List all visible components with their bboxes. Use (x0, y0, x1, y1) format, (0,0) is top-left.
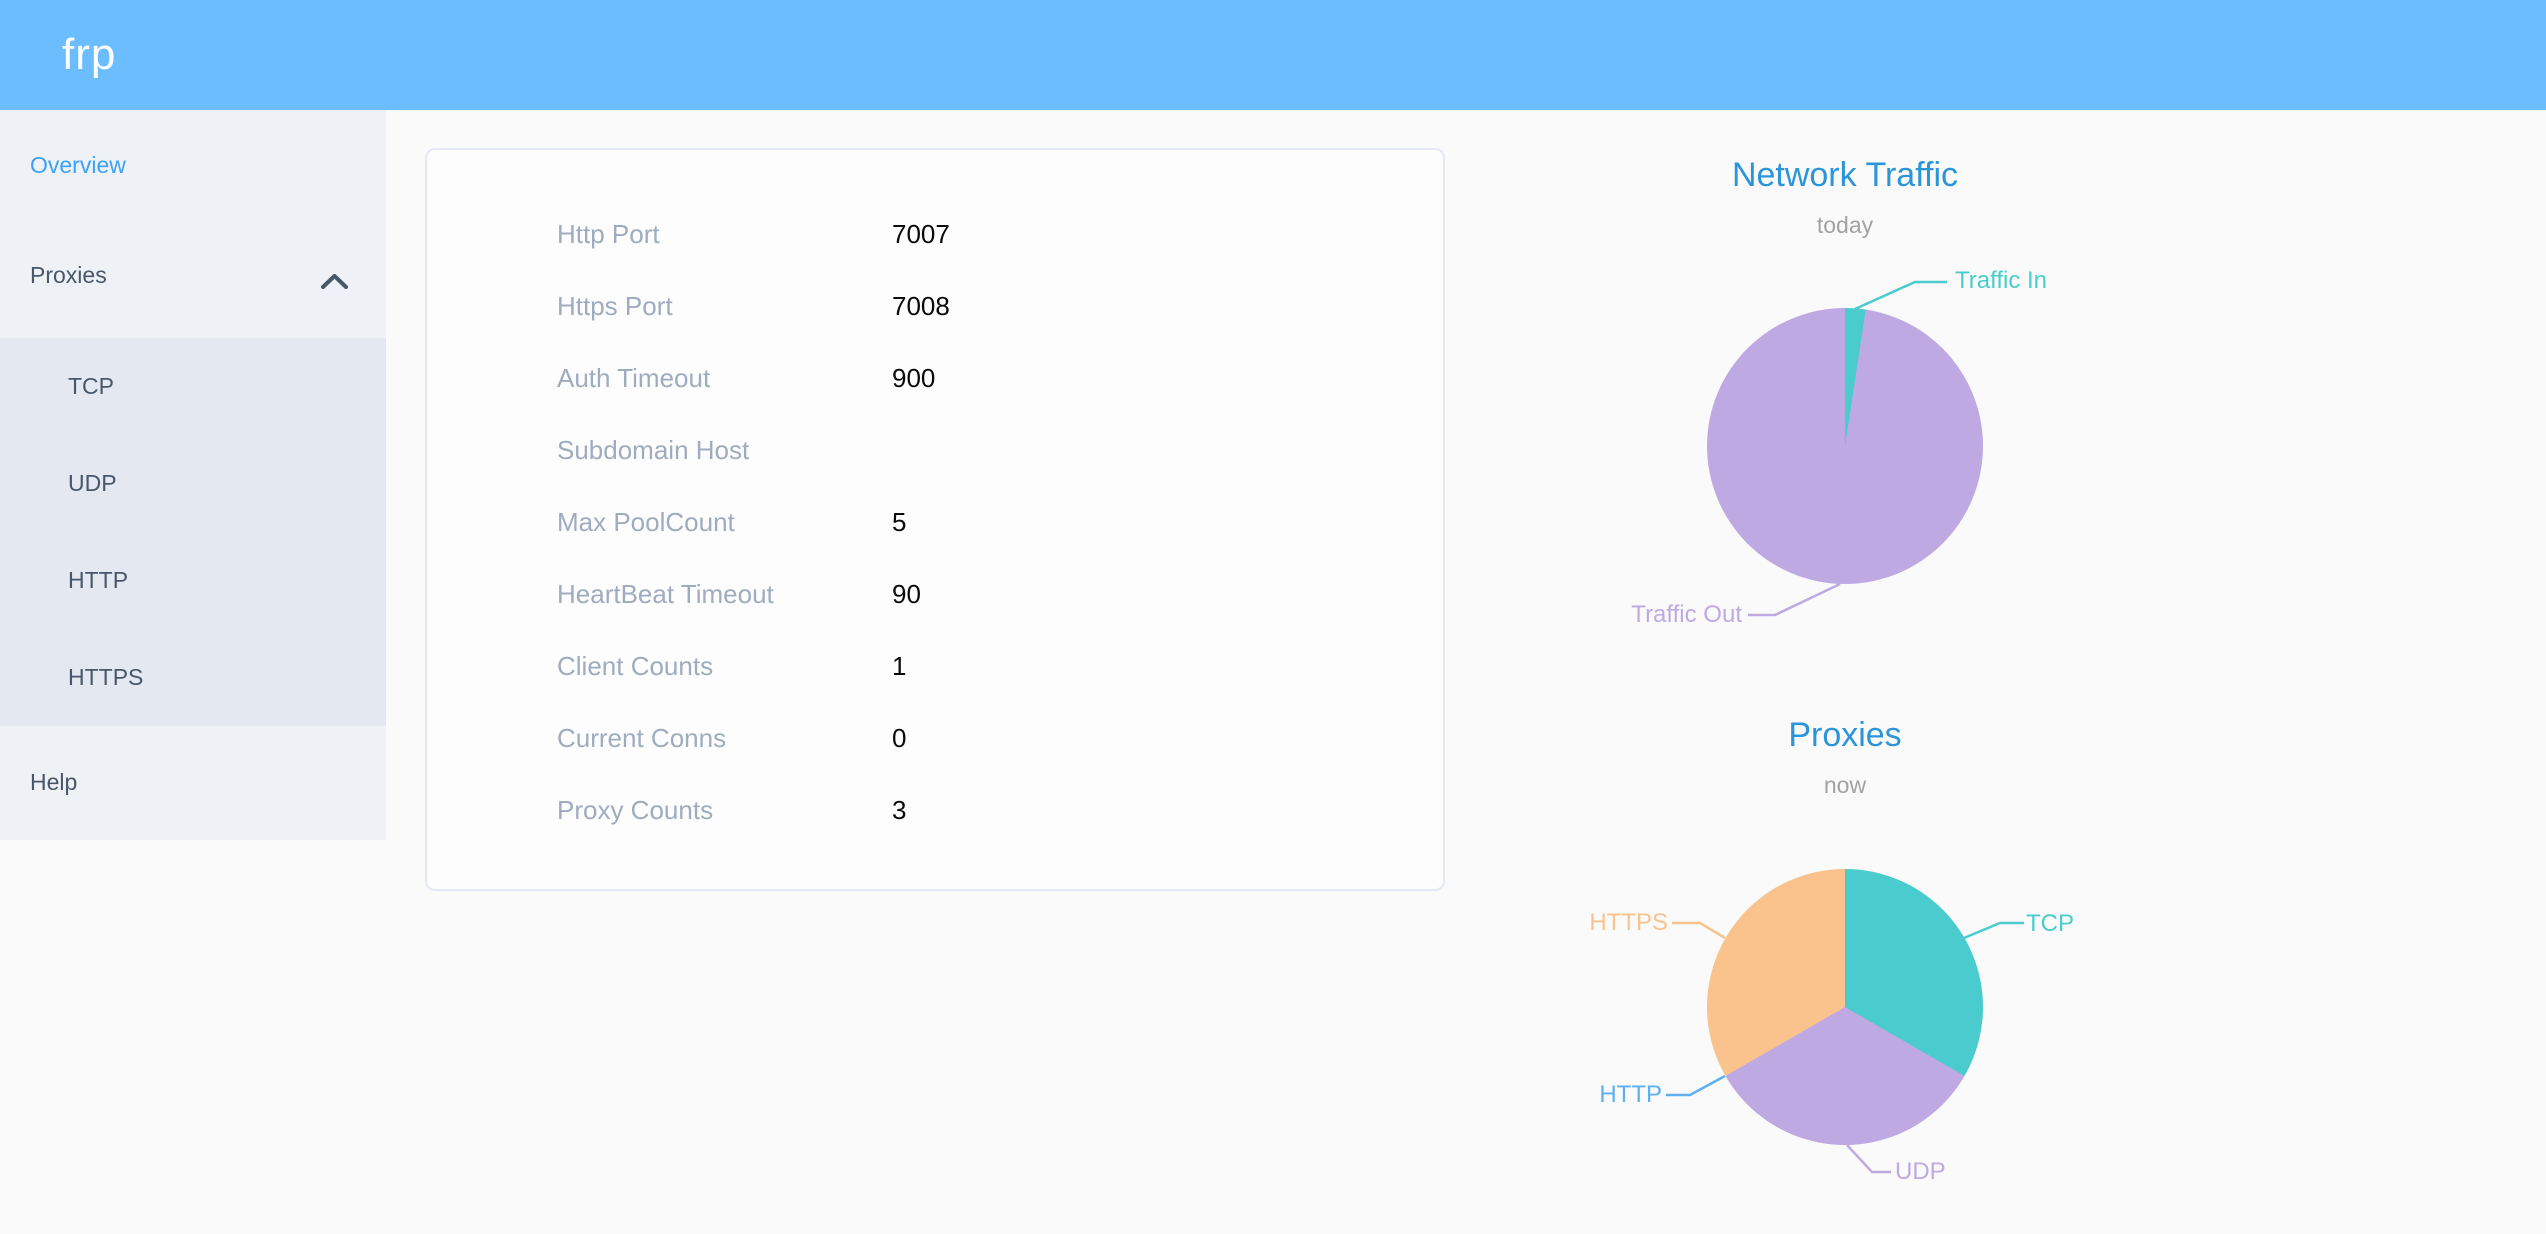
info-row-heartbeat-timeout: HeartBeat Timeout 90 (427, 558, 1443, 630)
server-info-card: Http Port 7007 Https Port 7008 Auth Time… (425, 148, 1445, 891)
chart-subtitle: now (1823, 772, 1867, 798)
sidebar-item-udp-label: UDP (68, 470, 117, 496)
info-row-subdomain-host: Subdomain Host (427, 414, 1443, 486)
network-traffic-pie[interactable] (1707, 308, 1983, 584)
sidebar-item-udp[interactable]: UDP (0, 435, 386, 532)
pie-label-tcp: TCP (2026, 910, 2074, 937)
info-label: Auth Timeout (557, 362, 711, 393)
info-row-client-counts: Client Counts 1 (427, 630, 1443, 702)
info-label: Client Counts (557, 650, 714, 681)
chart-title: Network Traffic (1731, 156, 1959, 194)
info-row-auth-timeout: Auth Timeout 900 (427, 342, 1443, 414)
sidebar-item-tcp[interactable]: TCP (0, 338, 386, 435)
sidebar-item-overview[interactable]: Overview (0, 110, 386, 220)
sidebar-item-help-label: Help (30, 768, 78, 795)
info-label: Subdomain Host (557, 434, 750, 465)
proxies-submenu: TCP UDP HTTP HTTPS (0, 338, 386, 726)
info-value: 1 (892, 650, 907, 681)
proxies-pie[interactable] (1707, 869, 1983, 1145)
sidebar-item-http-label: HTTP (68, 567, 129, 593)
info-value: 3 (892, 794, 907, 825)
pie-label-udp: UDP (1895, 1158, 1946, 1185)
info-label: Proxy Counts (557, 794, 714, 825)
chart-subtitle: today (1816, 212, 1874, 238)
chevron-up-icon (321, 268, 348, 295)
network-traffic-chart: Network Traffic today Traffic In Traffic… (1495, 140, 2195, 700)
info-label: Http Port (557, 218, 660, 249)
info-value: 0 (892, 722, 907, 753)
info-label: Current Conns (557, 722, 727, 753)
info-label: Https Port (557, 290, 673, 321)
app-logo: frp (62, 30, 117, 79)
info-value: 7008 (892, 290, 950, 321)
info-label: HeartBeat Timeout (557, 578, 774, 609)
pie-label-https: HTTPS (1589, 909, 1668, 936)
sidebar-item-proxies[interactable]: Proxies (0, 220, 386, 330)
pie-label-traffic-out: Traffic Out (1631, 601, 1742, 628)
sidebar-item-tcp-label: TCP (68, 373, 114, 399)
sidebar-item-http[interactable]: HTTP (0, 532, 386, 629)
info-value: 7007 (892, 218, 950, 249)
info-value: 5 (892, 506, 907, 537)
info-row-https-port: Https Port 7008 (427, 270, 1443, 342)
pie-label-http: HTTP (1599, 1081, 1662, 1108)
proxies-chart: Proxies now TCP UDP HTTP HTTPS (1495, 700, 2195, 1234)
info-row-http-port: Http Port 7007 (427, 198, 1443, 270)
sidebar-item-https-label: HTTPS (68, 664, 144, 690)
info-value: 900 (892, 362, 936, 393)
sidebar-item-help[interactable]: Help (0, 726, 386, 838)
info-label: Max PoolCount (557, 506, 735, 537)
sidebar: Overview Proxies TCP UDP HTTP HTTPS (0, 110, 386, 840)
info-row-max-poolcount: Max PoolCount 5 (427, 486, 1443, 558)
info-row-proxy-counts: Proxy Counts 3 (427, 774, 1443, 846)
info-value: 90 (892, 578, 921, 609)
chart-title: Proxies (1788, 716, 1902, 754)
info-row-current-conns: Current Conns 0 (427, 702, 1443, 774)
sidebar-item-proxies-label: Proxies (30, 261, 107, 288)
pie-label-traffic-in: Traffic In (1955, 267, 2048, 294)
sidebar-item-https[interactable]: HTTPS (0, 629, 386, 726)
sidebar-item-overview-label: Overview (30, 151, 126, 178)
app-header: frp (0, 0, 2546, 110)
